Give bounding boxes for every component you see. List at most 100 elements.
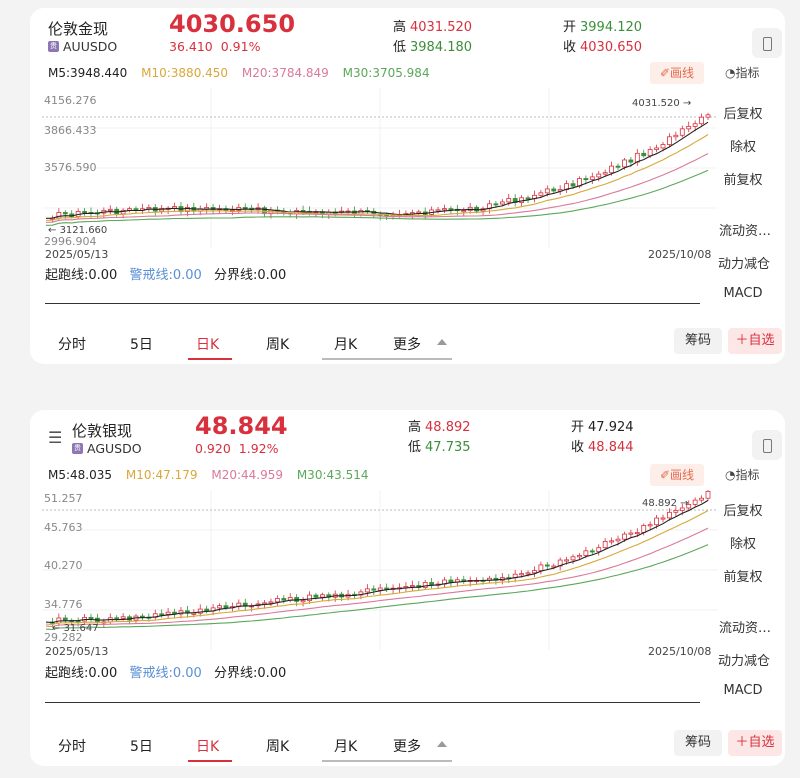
open-stat: 开 3994.120 xyxy=(563,20,643,35)
candle xyxy=(544,188,550,194)
max-marker: 4031.520 → xyxy=(632,98,692,109)
high-stat: 高 48.892 xyxy=(408,420,471,435)
candle xyxy=(281,598,287,601)
candle xyxy=(88,617,94,620)
candle xyxy=(551,565,557,568)
caret-up-icon[interactable] xyxy=(437,339,447,345)
side-option-momentum[interactable]: 动力减仓 xyxy=(717,654,770,669)
candle xyxy=(165,611,171,615)
candle xyxy=(699,497,704,501)
tab-5day[interactable]: 5日 xyxy=(130,337,153,353)
candle xyxy=(641,525,647,533)
landscape-phone-icon[interactable] xyxy=(752,430,782,460)
candle xyxy=(596,547,602,552)
side-option-macd[interactable]: MACD xyxy=(723,683,763,698)
tab-monthly[interactable]: 月K xyxy=(334,337,358,353)
side-option-back-adjusted[interactable]: 后复权 xyxy=(723,107,763,122)
symbol-text: AGUSDO xyxy=(87,441,142,456)
tab-intraday[interactable]: 分时 xyxy=(58,337,86,353)
tab-more[interactable]: 更多 xyxy=(393,337,421,353)
add-watchlist-button[interactable]: ＋自选 xyxy=(728,328,782,354)
low-value: 47.735 xyxy=(425,440,471,455)
add-watchlist-button[interactable]: ＋自选 xyxy=(728,730,782,756)
y-axis-label: 45.763 xyxy=(44,521,83,534)
chips-button[interactable]: 筹码 xyxy=(674,328,722,354)
change-percent: 1.92% xyxy=(238,441,279,456)
candle xyxy=(647,149,653,157)
active-tab-underline xyxy=(188,358,232,360)
kline-chart[interactable] xyxy=(42,490,718,650)
tab-weekly[interactable]: 周K xyxy=(266,337,290,353)
y-axis-label: 3576.590 xyxy=(44,161,97,174)
tab-weekly[interactable]: 周K xyxy=(266,739,290,755)
candle xyxy=(82,211,87,214)
side-option-liquidity[interactable]: 流动资… xyxy=(718,621,771,636)
candle xyxy=(667,136,672,145)
open-value: 47.924 xyxy=(588,420,634,435)
side-option-ex-rights[interactable]: 除权 xyxy=(729,537,756,552)
period-tabs: 分时 5日 日K 周K 月K 更多 筹码 ＋自选 xyxy=(30,320,785,364)
start-date: 2025/05/13 xyxy=(45,645,109,658)
candle xyxy=(307,594,312,602)
candle xyxy=(377,587,383,591)
side-option-macd[interactable]: MACD xyxy=(723,286,763,301)
last-price: 48.844 xyxy=(195,412,288,440)
close-value: 4030.650 xyxy=(580,40,643,55)
tab-daily[interactable]: 日K xyxy=(196,739,220,755)
candle xyxy=(609,165,614,174)
chips-button[interactable]: 筹码 xyxy=(674,730,722,756)
tab-5day[interactable]: 5日 xyxy=(130,739,153,755)
tab-intraday[interactable]: 分时 xyxy=(58,739,86,755)
y-axis-label: 51.257 xyxy=(44,492,83,505)
tab-daily[interactable]: 日K xyxy=(196,337,220,353)
ma5-line xyxy=(45,499,709,624)
candle xyxy=(570,183,576,187)
indicator-button[interactable]: ◔指标 xyxy=(725,66,760,80)
candle xyxy=(654,517,659,526)
candle xyxy=(622,533,627,540)
side-option-forward-adjusted[interactable]: 前复权 xyxy=(723,173,763,188)
candle xyxy=(673,510,679,513)
low-stat: 低 47.735 xyxy=(408,440,471,455)
side-option-momentum[interactable]: 动力减仓 xyxy=(717,257,770,272)
tab-monthly[interactable]: 月K xyxy=(334,739,358,755)
gold-quote-card: 伦敦金现 贵 AUUSDO 4030.650 36.410 0.91% 高 403… xyxy=(30,8,785,364)
candle xyxy=(178,610,184,615)
ma5-label: M5:48.035 xyxy=(48,468,113,482)
side-option-forward-adjusted[interactable]: 前复权 xyxy=(723,570,763,585)
start-date: 2025/05/13 xyxy=(45,248,109,261)
end-date: 2025/10/08 xyxy=(648,248,712,261)
tab-scroll-indicator xyxy=(322,358,452,360)
candle xyxy=(442,208,447,211)
indicator-button[interactable]: ◔指标 xyxy=(725,468,760,482)
kline-chart[interactable] xyxy=(42,88,718,248)
landscape-phone-icon[interactable] xyxy=(752,28,782,58)
candle xyxy=(602,172,608,175)
candle xyxy=(577,555,582,558)
tab-more[interactable]: 更多 xyxy=(393,739,421,755)
caret-up-icon[interactable] xyxy=(437,741,447,747)
indicator-baseline xyxy=(45,303,700,304)
candle xyxy=(660,144,666,149)
side-option-liquidity[interactable]: 流动资… xyxy=(718,224,771,239)
candle xyxy=(300,600,306,603)
ma10-line xyxy=(45,134,709,221)
y-axis-label: 2996.904 xyxy=(44,235,97,248)
menu-icon[interactable]: ☰ xyxy=(48,428,63,447)
high-value: 48.892 xyxy=(425,420,471,435)
min-marker: ← 31.647 xyxy=(52,623,99,634)
instrument-name: 伦敦银现 xyxy=(72,422,133,440)
candle xyxy=(589,176,595,180)
y-axis-label: 29.282 xyxy=(44,631,83,644)
last-price: 4030.650 xyxy=(169,10,296,38)
draw-line-button[interactable]: ✐画线 xyxy=(650,464,704,486)
candle xyxy=(371,588,377,591)
candle xyxy=(519,573,525,576)
side-option-ex-rights[interactable]: 除权 xyxy=(729,140,756,155)
draw-line-button[interactable]: ✐画线 xyxy=(650,62,704,84)
candle xyxy=(538,192,544,196)
change-percent: 0.91% xyxy=(220,39,261,54)
end-date: 2025/10/08 xyxy=(648,645,712,658)
side-option-back-adjusted[interactable]: 后复权 xyxy=(723,504,763,519)
candle xyxy=(62,212,68,215)
